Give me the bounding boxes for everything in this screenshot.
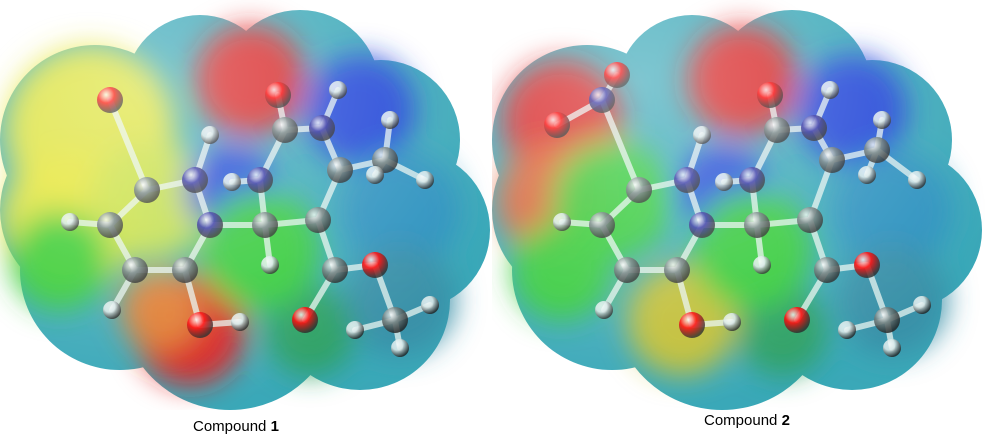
compound-1-caption: Compound 1 [193, 418, 279, 435]
surface-gloss [0, 0, 490, 410]
surface-gloss [492, 0, 982, 410]
compound-1-caption-label: Compound [193, 418, 267, 435]
compound-2-panel: Compound 2 [492, 0, 985, 438]
compound-1-esp-map [0, 0, 490, 410]
compound-1-caption-number: 1 [270, 418, 279, 435]
compound-1-panel: Compound 1 [0, 0, 492, 438]
compound-2-esp-map [492, 0, 982, 410]
compound-2-caption: Compound 2 [704, 412, 790, 429]
compound-2-caption-label: Compound [704, 412, 778, 429]
compound-2-caption-number: 2 [781, 412, 790, 429]
